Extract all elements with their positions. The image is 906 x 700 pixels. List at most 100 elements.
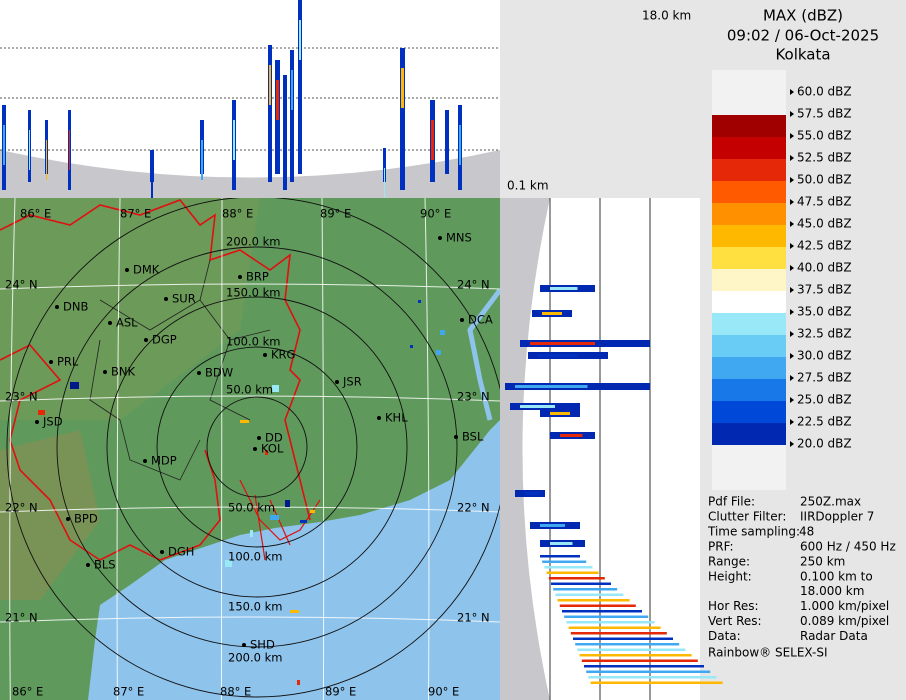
range-label: 100.0 km (226, 335, 280, 349)
info-label: PRF: (708, 540, 734, 554)
top-section (0, 0, 500, 210)
echo (440, 330, 445, 335)
profile-core (520, 405, 555, 408)
legend-swatch (712, 401, 786, 423)
legend: 60.0 dBZ 57.5 dBZ 55.0 dBZ 52.5 dBZ 50.0 dBZ… (712, 70, 852, 490)
legend-tick (790, 309, 794, 315)
city-marker (66, 517, 70, 521)
profile-core (515, 385, 588, 388)
profile-core (446, 130, 448, 170)
profile-streak (568, 626, 661, 629)
city-label: BDW (205, 366, 233, 380)
profile-streak (548, 577, 605, 580)
profile-core (550, 542, 573, 545)
echo (38, 410, 45, 415)
city-label: BPD (74, 512, 98, 526)
profile-streak (566, 621, 655, 624)
right-section-mask (500, 198, 550, 700)
legend-label: 52.5 dBZ (797, 151, 852, 165)
city-label: ASL (116, 316, 138, 330)
info-value: IIRDoppler 7 (800, 510, 874, 524)
parallel (0, 283, 500, 290)
legend-tick (790, 243, 794, 249)
info-label: Height: (708, 570, 752, 584)
profile-core (459, 125, 461, 165)
profile-core (46, 140, 47, 180)
legend-tick (790, 133, 794, 139)
city-marker (125, 268, 129, 272)
legend-swatch (712, 159, 786, 181)
info-value: 250Z.max (800, 495, 861, 509)
range-label: 200.0 km (226, 235, 280, 249)
info-value: 18.000 km (800, 584, 864, 598)
software-credit: Rainbow® SELEX-SI (708, 646, 828, 660)
legend-swatch (712, 181, 786, 203)
legend-tick (790, 221, 794, 227)
info-value: 48 (799, 525, 814, 539)
legend-label: 20.0 dBZ (797, 437, 852, 451)
city-marker (238, 275, 242, 279)
profile-streak (584, 665, 704, 668)
echo-profile (505, 285, 723, 684)
legend-swatch (712, 115, 786, 137)
legend-label: 57.5 dBZ (797, 107, 852, 121)
longitude-label: 86° E (20, 207, 51, 221)
city-marker (263, 353, 267, 357)
legend-label: 55.0 dBZ (797, 129, 852, 143)
longitude-label: 88° E (220, 685, 251, 699)
echo (272, 385, 279, 392)
longitude-label: 86° E (12, 685, 43, 699)
profile-echo (290, 50, 294, 182)
parallel (0, 506, 500, 513)
city-marker (253, 447, 257, 451)
latitude-label: 24° N (5, 278, 38, 292)
echo (436, 350, 441, 355)
terrain (0, 198, 260, 420)
city-marker (454, 435, 458, 439)
city-label: KHL (385, 411, 408, 425)
profile-streak (551, 582, 611, 585)
city-label: MDP (151, 454, 177, 468)
profile-streak (586, 670, 711, 673)
info-label: Data: (708, 629, 741, 643)
latitude-label: 21° N (5, 611, 38, 625)
profile-streak (557, 599, 630, 602)
range-label: 150.0 km (226, 286, 280, 300)
info-label: Hor Res: (708, 599, 759, 613)
longitude-label: 89° E (325, 685, 356, 699)
max-height-label: 18.0 km (642, 9, 691, 23)
top-section-bg (0, 0, 500, 198)
info-value: Radar Data (800, 629, 868, 643)
city-label: BLS (94, 558, 116, 572)
legend-tick (790, 419, 794, 425)
city-label: KOL (261, 442, 284, 456)
longitude-label: 87° E (113, 685, 144, 699)
echo (70, 382, 79, 389)
city-label: DD (265, 431, 283, 445)
city-marker (242, 643, 246, 647)
city-marker (197, 371, 201, 375)
profile-core (151, 170, 153, 210)
meridian (424, 198, 430, 700)
profile-core (542, 312, 562, 315)
city-label: BRP (246, 270, 269, 284)
info-panel: Pdf File: 250Z.max Clutter Filter: IIRDoppl… (707, 495, 896, 644)
city-label: SHD (250, 638, 275, 652)
echo (265, 450, 268, 455)
right-section (500, 198, 723, 700)
legend-label: 25.0 dBZ (797, 393, 852, 407)
latitude-label: 23° N (5, 390, 38, 404)
latitude-label: 22° N (457, 501, 490, 515)
profile-core (201, 140, 203, 180)
range-rings (6, 198, 500, 698)
legend-swatch (712, 379, 786, 401)
profile-core (540, 524, 565, 527)
range-ring (206, 396, 308, 498)
profile-core (69, 130, 70, 170)
city-label: KRG (271, 348, 295, 362)
state-border (0, 199, 311, 521)
longitude-label: 87° E (120, 207, 151, 221)
station: Kolkata (775, 46, 830, 64)
profile-core (3, 125, 5, 165)
info-value: 1.000 km/pixel (800, 599, 889, 613)
